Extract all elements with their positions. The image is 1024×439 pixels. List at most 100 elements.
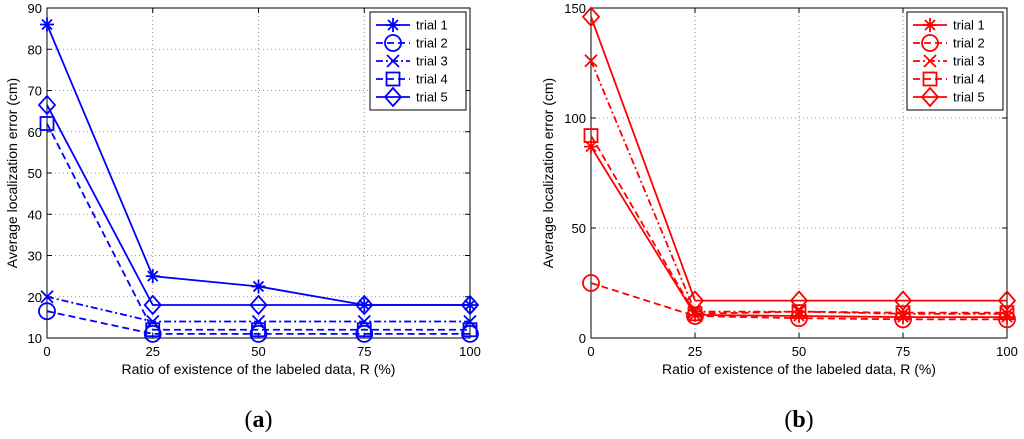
legend-marker bbox=[923, 54, 937, 68]
data-point bbox=[39, 116, 55, 131]
legend-marker bbox=[920, 86, 940, 108]
x-tick-label: 0 bbox=[587, 344, 594, 359]
legend-marker bbox=[923, 18, 937, 32]
x-tick-label: 50 bbox=[792, 344, 806, 359]
data-point bbox=[584, 54, 598, 68]
y-tick-label: 100 bbox=[564, 111, 586, 126]
series-line bbox=[46, 123, 470, 331]
y-axis-label: Average localization error (cm) bbox=[540, 78, 556, 268]
data-point bbox=[38, 302, 56, 321]
x-tick-label: 50 bbox=[251, 344, 265, 359]
series-line bbox=[590, 16, 1007, 302]
data-point bbox=[355, 294, 374, 316]
series-trial-4 bbox=[583, 128, 1015, 322]
data-point bbox=[143, 324, 162, 343]
data-point bbox=[896, 310, 910, 325]
y-tick-label: 70 bbox=[28, 84, 42, 99]
data-point bbox=[145, 269, 160, 284]
panel-label-letter: b bbox=[792, 407, 805, 433]
y-tick-label: 20 bbox=[28, 290, 42, 305]
x-tick-label: 0 bbox=[43, 344, 50, 359]
data-point bbox=[997, 290, 1017, 311]
data-point bbox=[251, 322, 266, 338]
legend-marker bbox=[384, 34, 402, 52]
legend-marker bbox=[385, 71, 401, 87]
series-line bbox=[46, 104, 470, 306]
data-point bbox=[1000, 307, 1014, 321]
data-point bbox=[145, 322, 161, 338]
legend-label: trial 5 bbox=[953, 90, 985, 105]
panel-label: (a) bbox=[245, 407, 273, 433]
data-point bbox=[249, 324, 268, 343]
data-point bbox=[789, 290, 809, 311]
data-point bbox=[40, 290, 54, 304]
series-trial-5 bbox=[581, 6, 1017, 311]
panel-label-close-paren: ) bbox=[806, 407, 814, 433]
data-point bbox=[581, 6, 601, 28]
data-point bbox=[146, 314, 160, 329]
y-tick-label: 50 bbox=[572, 221, 586, 236]
y-tick-label: 30 bbox=[28, 249, 42, 264]
series-trial-3 bbox=[40, 290, 477, 329]
panel-label-open-paren: ( bbox=[784, 407, 792, 433]
panel-label: (b) bbox=[784, 407, 813, 433]
data-point bbox=[791, 304, 807, 320]
legend-label: trial 3 bbox=[953, 54, 985, 69]
y-tick-label: 0 bbox=[579, 331, 586, 346]
y-tick-label: 80 bbox=[28, 42, 42, 57]
data-point bbox=[999, 305, 1015, 321]
data-point bbox=[894, 310, 912, 329]
y-tick-label: 40 bbox=[28, 207, 42, 222]
legend-label: trial 5 bbox=[416, 90, 448, 105]
data-point bbox=[251, 279, 266, 294]
y-tick-label: 60 bbox=[28, 125, 42, 140]
legend-label: trial 2 bbox=[953, 36, 985, 51]
series-trial-2 bbox=[38, 302, 479, 343]
data-point bbox=[893, 290, 913, 311]
y-tick-label: 150 bbox=[564, 1, 586, 16]
panel-label-open-paren: ( bbox=[245, 407, 253, 433]
legend-label: trial 4 bbox=[953, 72, 985, 87]
series-line bbox=[46, 310, 470, 335]
legend-marker bbox=[922, 71, 938, 87]
data-point bbox=[582, 274, 600, 292]
legend-label: trial 4 bbox=[416, 72, 448, 87]
data-point bbox=[356, 322, 372, 338]
series-line bbox=[590, 135, 1007, 315]
data-point bbox=[1000, 310, 1014, 325]
x-tick-label: 75 bbox=[896, 344, 910, 359]
legend-marker bbox=[383, 86, 403, 108]
data-point bbox=[687, 306, 703, 322]
data-point bbox=[460, 294, 480, 316]
series-trial-1 bbox=[584, 139, 1014, 325]
data-point bbox=[688, 307, 702, 322]
legend-marker bbox=[921, 34, 939, 52]
data-point bbox=[249, 294, 268, 316]
x-tick-label: 100 bbox=[459, 344, 481, 359]
legend-marker bbox=[386, 54, 400, 68]
x-axis-label: Ratio of existence of the labeled data, … bbox=[122, 361, 396, 377]
data-point bbox=[998, 310, 1016, 329]
panel-label-letter: a bbox=[253, 407, 265, 433]
data-point bbox=[462, 322, 478, 338]
data-point bbox=[584, 139, 598, 154]
panel-a-chart: 0 25 50 75 100 10 20 30 40 50 60 70 80 90 Ratio of exi… bbox=[4, 1, 481, 433]
data-point bbox=[143, 294, 162, 316]
legend-label: trial 2 bbox=[416, 36, 448, 51]
legend-marker bbox=[386, 18, 400, 32]
data-point bbox=[461, 324, 479, 343]
x-tick-label: 25 bbox=[688, 344, 702, 359]
data-point bbox=[895, 305, 911, 321]
y-tick-label: 10 bbox=[28, 331, 42, 346]
series-trial-5 bbox=[37, 94, 480, 316]
data-point bbox=[896, 307, 910, 321]
panel-b-chart: 0 25 50 75 100 0 50 100 150 Ratio of existence of… bbox=[540, 1, 1018, 433]
data-point bbox=[355, 324, 374, 343]
y-tick-label: 50 bbox=[28, 166, 42, 181]
x-tick-label: 75 bbox=[357, 344, 371, 359]
data-point bbox=[40, 17, 54, 32]
legend-label: trial 1 bbox=[953, 18, 985, 33]
data-point bbox=[685, 290, 705, 311]
data-point bbox=[463, 314, 477, 329]
